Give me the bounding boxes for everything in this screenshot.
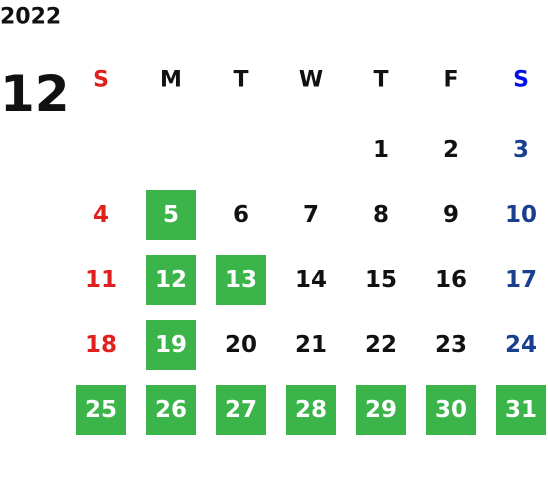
day-number: 2 <box>443 137 459 163</box>
day-number: 11 <box>85 267 117 293</box>
day-number: 12 <box>155 267 187 293</box>
weekday-label: S <box>93 68 109 93</box>
day-number: 1 <box>373 137 389 163</box>
weekday-label: M <box>160 68 182 93</box>
day-number: 17 <box>505 267 537 293</box>
day-number: 9 <box>443 202 459 228</box>
highlight-cell <box>216 385 266 435</box>
weekday-label: F <box>443 68 458 93</box>
day-number: 16 <box>435 267 467 293</box>
day-number: 7 <box>303 202 319 228</box>
highlight-cell <box>496 385 546 435</box>
day-number: 25 <box>85 397 117 423</box>
day-number: 4 <box>93 202 109 228</box>
day-number: 6 <box>233 202 249 228</box>
highlight-cell <box>356 385 406 435</box>
day-number: 22 <box>365 332 397 358</box>
highlight-cell <box>146 255 196 305</box>
day-number: 15 <box>365 267 397 293</box>
day-number: 31 <box>505 397 537 423</box>
weekday-label: T <box>233 68 248 93</box>
year: 2022 <box>0 5 61 30</box>
weekday-label: S <box>513 68 529 93</box>
weekday-label: T <box>373 68 388 93</box>
highlight-cell <box>146 320 196 370</box>
highlight-cell <box>286 385 336 435</box>
highlight-cell <box>146 190 196 240</box>
day-number: 30 <box>435 397 467 423</box>
day-number: 14 <box>295 267 327 293</box>
weekday-label: W <box>299 68 323 93</box>
highlight-cell <box>216 255 266 305</box>
highlight-cell <box>76 385 126 435</box>
day-number: 27 <box>225 397 257 423</box>
highlight-cell <box>426 385 476 435</box>
month: 12 <box>0 65 70 123</box>
day-number: 10 <box>505 202 537 228</box>
day-number: 29 <box>365 397 397 423</box>
day-number: 23 <box>435 332 467 358</box>
day-number: 8 <box>373 202 389 228</box>
day-number: 19 <box>155 332 187 358</box>
day-number: 18 <box>85 332 117 358</box>
day-number: 24 <box>505 332 537 358</box>
day-number: 5 <box>163 202 179 228</box>
day-number: 3 <box>513 137 529 163</box>
highlight-cell <box>146 385 196 435</box>
day-number: 28 <box>295 397 327 423</box>
day-number: 21 <box>295 332 327 358</box>
day-number: 13 <box>225 267 257 293</box>
day-number: 26 <box>155 397 187 423</box>
day-number: 20 <box>225 332 257 358</box>
